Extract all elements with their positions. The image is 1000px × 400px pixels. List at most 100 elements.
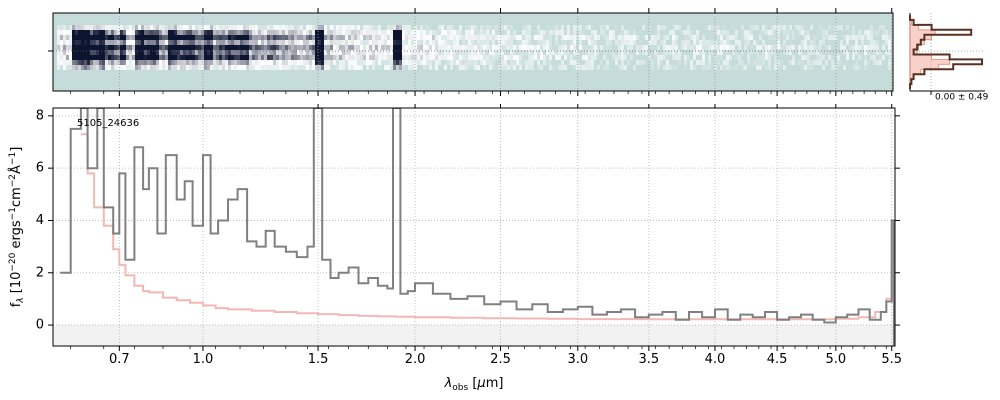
2d-spectrum-pixel: [600, 40, 603, 45]
2d-spectrum-pixel: [552, 45, 555, 50]
2d-spectrum-pixel: [690, 60, 693, 65]
2d-spectrum-pixel: [792, 25, 795, 30]
2d-spectrum-pixel: [261, 25, 264, 30]
2d-spectrum-pixel: [372, 60, 375, 65]
2d-spectrum-pixel: [153, 60, 156, 65]
2d-spectrum-pixel: [777, 35, 780, 40]
2d-spectrum-pixel: [324, 35, 327, 40]
2d-spectrum-pixel: [795, 65, 798, 70]
2d-spectrum-pixel: [423, 35, 426, 40]
2d-spectrum-pixel: [648, 65, 651, 70]
2d-spectrum-pixel: [831, 35, 834, 40]
2d-spectrum-pixel: [138, 25, 141, 30]
2d-spectrum-pixel: [234, 25, 237, 30]
2d-spectrum-pixel: [312, 40, 315, 45]
2d-spectrum-pixel: [468, 60, 471, 65]
2d-spectrum-pixel: [366, 35, 369, 40]
2d-spectrum-pixel: [396, 45, 399, 50]
2d-spectrum-pixel: [468, 35, 471, 40]
2d-spectrum-pixel: [111, 65, 114, 70]
2d-spectrum-pixel: [516, 45, 519, 50]
2d-spectrum-pixel: [792, 35, 795, 40]
2d-spectrum-pixel: [276, 65, 279, 70]
2d-spectrum-pixel: [471, 60, 474, 65]
2d-spectrum-pixel: [528, 45, 531, 50]
2d-spectrum-pixel: [648, 55, 651, 60]
2d-spectrum-pixel: [816, 60, 819, 65]
2d-spectrum-pixel: [648, 35, 651, 40]
2d-spectrum-pixel: [696, 45, 699, 50]
2d-spectrum-pixel: [264, 25, 267, 30]
2d-spectrum-pixel: [279, 35, 282, 40]
2d-spectrum-pixel: [285, 60, 288, 65]
2d-spectrum-pixel: [96, 30, 99, 35]
2d-spectrum-pixel: [108, 30, 111, 35]
2d-spectrum-pixel: [60, 25, 63, 30]
2d-spectrum-pixel: [690, 45, 693, 50]
2d-spectrum-pixel: [477, 60, 480, 65]
2d-spectrum-pixel: [120, 25, 123, 30]
2d-spectrum-pixel: [681, 40, 684, 45]
2d-spectrum-pixel: [288, 45, 291, 50]
2d-spectrum-pixel: [396, 60, 399, 65]
2d-spectrum-pixel: [873, 55, 876, 60]
2d-spectrum-pixel: [519, 50, 522, 55]
2d-spectrum-pixel: [303, 40, 306, 45]
2d-spectrum-pixel: [303, 60, 306, 65]
2d-spectrum-pixel: [159, 60, 162, 65]
2d-spectrum-pixel: [852, 65, 855, 70]
2d-spectrum-pixel: [294, 65, 297, 70]
2d-spectrum-pixel: [78, 35, 81, 40]
2d-spectrum-pixel: [687, 40, 690, 45]
2d-spectrum-pixel: [429, 35, 432, 40]
2d-spectrum-pixel: [447, 40, 450, 45]
2d-spectrum-pixel: [168, 40, 171, 45]
2d-spectrum-pixel: [759, 60, 762, 65]
2d-spectrum-pixel: [597, 35, 600, 40]
2d-spectrum-pixel: [189, 40, 192, 45]
2d-spectrum-pixel: [558, 35, 561, 40]
2d-spectrum-pixel: [111, 30, 114, 35]
2d-spectrum-pixel: [90, 50, 93, 55]
2d-spectrum-pixel: [537, 40, 540, 45]
2d-spectrum-pixel: [123, 65, 126, 70]
2d-spectrum-pixel: [600, 35, 603, 40]
2d-spectrum-pixel: [381, 45, 384, 50]
2d-spectrum-pixel: [270, 30, 273, 35]
2d-spectrum-pixel: [165, 60, 168, 65]
2d-spectrum-pixel: [669, 40, 672, 45]
2d-spectrum-pixel: [495, 25, 498, 30]
2d-spectrum-pixel: [339, 50, 342, 55]
2d-spectrum-pixel: [315, 40, 318, 45]
2d-spectrum-pixel: [522, 65, 525, 70]
2d-spectrum-pixel: [534, 65, 537, 70]
2d-spectrum-pixel: [876, 65, 879, 70]
2d-spectrum-pixel: [228, 50, 231, 55]
2d-spectrum-pixel: [438, 60, 441, 65]
2d-spectrum-pixel: [165, 25, 168, 30]
2d-spectrum-pixel: [780, 65, 783, 70]
2d-spectrum-pixel: [264, 55, 267, 60]
2d-spectrum-pixel: [561, 65, 564, 70]
2d-spectrum-pixel: [141, 55, 144, 60]
2d-spectrum-pixel: [855, 45, 858, 50]
2d-spectrum-pixel: [612, 40, 615, 45]
2d-spectrum-pixel: [141, 60, 144, 65]
2d-spectrum-pixel: [702, 65, 705, 70]
2d-spectrum-pixel: [579, 45, 582, 50]
2d-spectrum-pixel: [609, 50, 612, 55]
2d-spectrum-pixel: [327, 45, 330, 50]
2d-spectrum-pixel: [717, 55, 720, 60]
2d-spectrum-pixel: [771, 35, 774, 40]
2d-spectrum-pixel: [675, 45, 678, 50]
2d-spectrum-pixel: [66, 45, 69, 50]
2d-spectrum-pixel: [756, 35, 759, 40]
2d-spectrum-pixel: [636, 50, 639, 55]
2d-spectrum-pixel: [156, 30, 159, 35]
2d-spectrum-pixel: [348, 40, 351, 45]
2d-spectrum-pixel: [168, 25, 171, 30]
2d-spectrum-pixel: [108, 35, 111, 40]
2d-spectrum-pixel: [183, 60, 186, 65]
2d-spectrum-pixel: [273, 65, 276, 70]
2d-spectrum-pixel: [519, 25, 522, 30]
